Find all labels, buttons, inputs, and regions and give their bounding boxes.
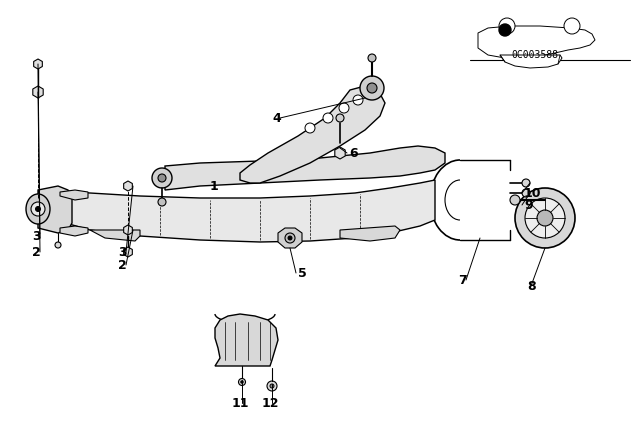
Circle shape — [336, 114, 344, 122]
Circle shape — [239, 379, 246, 385]
Polygon shape — [33, 86, 43, 98]
Polygon shape — [340, 226, 400, 241]
Circle shape — [510, 195, 520, 205]
Polygon shape — [240, 86, 385, 183]
Polygon shape — [124, 225, 132, 235]
Text: 3: 3 — [118, 246, 127, 258]
Polygon shape — [215, 314, 278, 366]
Polygon shape — [124, 247, 132, 257]
Circle shape — [365, 89, 375, 99]
Circle shape — [323, 113, 333, 123]
Polygon shape — [90, 230, 140, 241]
Polygon shape — [335, 147, 345, 159]
Circle shape — [522, 179, 530, 187]
Text: 2: 2 — [32, 246, 41, 258]
Circle shape — [270, 384, 274, 388]
Circle shape — [267, 381, 277, 391]
Polygon shape — [124, 181, 132, 191]
Text: 10: 10 — [524, 186, 541, 199]
Circle shape — [499, 18, 515, 34]
Polygon shape — [500, 55, 562, 68]
Polygon shape — [60, 226, 88, 236]
Circle shape — [152, 168, 172, 188]
Polygon shape — [278, 228, 302, 248]
Circle shape — [31, 202, 45, 216]
Text: 6: 6 — [349, 146, 358, 159]
Text: 1: 1 — [210, 180, 219, 193]
Circle shape — [564, 18, 580, 34]
Polygon shape — [165, 146, 445, 190]
Circle shape — [367, 83, 377, 93]
Circle shape — [537, 210, 553, 226]
Circle shape — [158, 198, 166, 206]
Circle shape — [158, 174, 166, 182]
Circle shape — [339, 103, 349, 113]
Text: 11: 11 — [232, 396, 250, 409]
Circle shape — [368, 54, 376, 62]
Text: 2: 2 — [118, 258, 127, 271]
Circle shape — [288, 236, 292, 240]
Circle shape — [360, 76, 384, 100]
Circle shape — [55, 242, 61, 248]
Ellipse shape — [26, 194, 50, 224]
Text: 5: 5 — [298, 267, 307, 280]
Text: 0C003588: 0C003588 — [511, 50, 559, 60]
Circle shape — [515, 188, 575, 248]
Circle shape — [353, 95, 363, 105]
Circle shape — [522, 189, 530, 197]
Circle shape — [499, 24, 511, 36]
Text: 9: 9 — [524, 198, 532, 211]
Text: 8: 8 — [527, 280, 536, 293]
Polygon shape — [55, 180, 435, 242]
Polygon shape — [34, 59, 42, 69]
Text: 3: 3 — [32, 229, 40, 242]
Circle shape — [525, 198, 565, 238]
Polygon shape — [38, 186, 72, 233]
Circle shape — [285, 233, 295, 243]
Polygon shape — [60, 190, 88, 200]
Circle shape — [305, 123, 315, 133]
Polygon shape — [478, 26, 595, 58]
Circle shape — [35, 207, 40, 211]
Text: 4: 4 — [272, 112, 281, 125]
Circle shape — [241, 381, 243, 383]
Text: 7: 7 — [458, 273, 467, 287]
Text: 12: 12 — [262, 396, 280, 409]
